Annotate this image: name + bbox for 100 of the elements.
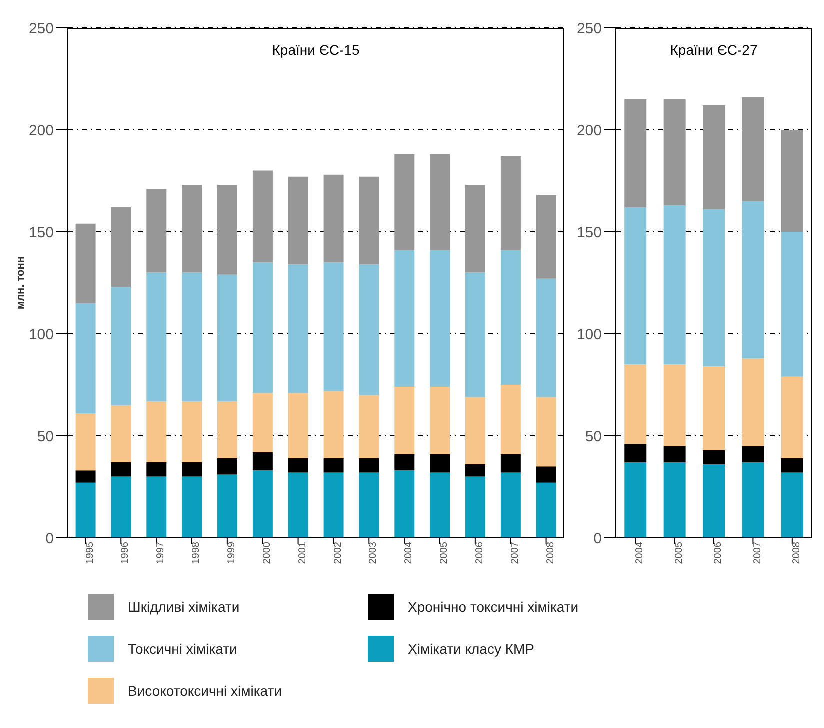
x-tick-label: 2002	[332, 542, 344, 564]
bar	[664, 446, 686, 463]
y-tick-label: 150	[576, 224, 602, 242]
bar	[703, 464, 726, 538]
bar	[76, 303, 96, 414]
bar	[394, 454, 415, 471]
bar	[536, 397, 556, 467]
bar	[218, 274, 238, 402]
text: Країни ЄС-27	[669, 42, 759, 58]
bar	[394, 250, 415, 388]
bar	[664, 205, 686, 365]
y-tick-label: 100	[28, 326, 54, 344]
bar	[111, 476, 132, 538]
bar	[76, 224, 96, 304]
legend-label: Хронічно токсичні хімікати	[408, 599, 579, 615]
bar	[111, 208, 132, 288]
bar	[430, 154, 450, 250]
bar	[430, 472, 450, 538]
bar	[111, 462, 132, 477]
bar	[76, 482, 96, 538]
bar	[742, 446, 764, 463]
bar	[359, 472, 380, 538]
bar	[111, 287, 132, 406]
y-tick-label: 200	[576, 122, 602, 140]
bar	[324, 391, 344, 458]
bar	[703, 106, 726, 210]
bar	[624, 444, 647, 463]
bar	[500, 156, 521, 250]
bar	[703, 450, 726, 465]
bar	[182, 185, 202, 273]
bar	[624, 99, 647, 208]
bar	[182, 272, 202, 402]
bar	[394, 154, 415, 250]
bar	[324, 472, 344, 538]
bar	[466, 464, 486, 477]
bar	[252, 262, 273, 394]
bar	[430, 454, 450, 473]
bar	[394, 387, 415, 454]
y-axis-title: млн. тонн	[14, 256, 27, 310]
bar	[781, 130, 804, 232]
bar	[742, 97, 764, 202]
bar	[624, 462, 647, 538]
legend-label: Токсичні хімікати	[128, 641, 238, 657]
bar	[781, 232, 804, 377]
bar	[359, 458, 380, 473]
bar	[430, 250, 450, 388]
bar	[218, 185, 238, 275]
bar	[466, 272, 486, 398]
bar	[466, 185, 486, 273]
x-tick-label: 2006	[474, 542, 486, 564]
x-tick-label: 2007	[752, 542, 764, 564]
bar	[218, 458, 238, 475]
bar	[76, 470, 96, 483]
bar	[664, 99, 686, 206]
y-tick-label: 150	[28, 224, 54, 242]
bar	[430, 387, 450, 454]
bar	[359, 176, 380, 265]
bar	[742, 201, 764, 358]
x-tick-label: 2004	[634, 542, 646, 564]
bar	[466, 397, 486, 465]
bar	[359, 395, 380, 458]
bar	[146, 462, 167, 477]
bar	[781, 472, 804, 538]
x-tick-label: 2004	[404, 542, 415, 564]
bar	[624, 208, 647, 365]
bar	[218, 474, 238, 538]
bar	[324, 262, 344, 392]
bar	[664, 364, 686, 446]
bar	[324, 458, 344, 473]
bar	[781, 458, 804, 473]
bar	[288, 176, 308, 265]
bar	[252, 393, 273, 452]
bar	[146, 476, 167, 538]
bar	[359, 264, 380, 396]
x-tick-label: 2003	[368, 542, 380, 564]
text: Країни ЄС-15	[271, 42, 361, 58]
legend-label: Шкідливі хімікати	[128, 599, 240, 615]
bar	[500, 385, 521, 454]
y-tick-label: 250	[28, 20, 54, 38]
x-tick-label: 2001	[297, 542, 308, 564]
bar	[536, 482, 556, 538]
bar	[500, 250, 521, 385]
bar	[288, 393, 308, 458]
bar	[500, 472, 521, 538]
bar	[324, 174, 344, 263]
bar	[288, 458, 308, 473]
bar	[536, 466, 556, 483]
bar	[394, 470, 415, 538]
bar	[703, 210, 726, 367]
y-tick-label: 200	[28, 122, 54, 140]
bar	[466, 476, 486, 538]
bar	[252, 170, 273, 263]
bar	[536, 195, 556, 279]
bar	[500, 454, 521, 473]
bar	[288, 472, 308, 538]
bar	[288, 264, 308, 394]
x-tick-label: 1999	[226, 542, 238, 564]
bar	[146, 189, 167, 273]
bar	[252, 470, 273, 538]
x-tick-label: 1997	[156, 542, 167, 564]
